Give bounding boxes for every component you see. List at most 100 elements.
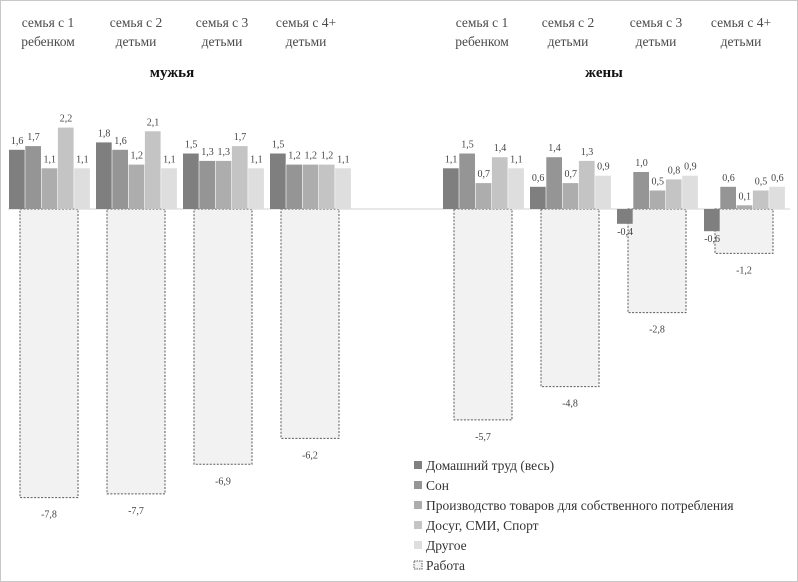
bar-other [248, 168, 264, 209]
category-label-husbands-2: семья с 2 [110, 15, 163, 30]
legend-swatch-work [413, 560, 423, 570]
bar-other [769, 186, 785, 209]
bar-leisure [752, 190, 769, 209]
data-label-leisure: 0,5 [755, 177, 768, 188]
bar-leisure [318, 164, 335, 209]
data-label-sleep: 1,5 [461, 140, 474, 151]
data-label-other: 1,1 [510, 154, 523, 165]
data-label-leisure: 2,1 [147, 117, 160, 128]
data-label-production: 0,7 [478, 169, 491, 180]
data-label-production: 0,1 [739, 191, 752, 202]
bar-domestic [617, 209, 633, 224]
data-label-sleep: 1,4 [548, 143, 561, 154]
bar-domestic [443, 168, 459, 209]
category-label-wives-2: семья с 2 [542, 15, 595, 30]
data-label-domestic: 1,1 [445, 154, 458, 165]
data-label-other: 1,1 [163, 154, 176, 165]
bar-leisure [144, 131, 161, 209]
bar-sleep [25, 146, 41, 209]
bar-production [649, 190, 666, 209]
bar-leisure [578, 160, 595, 209]
category-label-husbands-4: детьми [286, 34, 327, 49]
data-label-domestic: 1,5 [272, 140, 285, 151]
bar-production [475, 183, 492, 209]
legend-swatch-leisure [414, 521, 422, 529]
bar-other [74, 168, 90, 209]
data-label-work: -7,7 [128, 506, 144, 517]
legend-swatch-sleep [414, 481, 422, 489]
data-label-sleep: 1,0 [635, 158, 648, 169]
bar-sleep [286, 164, 302, 209]
bar-work [280, 208, 340, 439]
bar-other [682, 175, 698, 209]
data-label-leisure: 1,4 [494, 143, 507, 154]
data-label-sleep: 1,7 [27, 132, 40, 143]
bar-domestic [9, 149, 25, 209]
bar-work [193, 208, 253, 465]
category-label-wives-4: семья с 4+ [711, 15, 771, 30]
category-label-wives-3: семья с 3 [630, 15, 683, 30]
data-label-sleep: 1,6 [114, 136, 127, 147]
legend-label-sleep: Сон [426, 478, 449, 493]
bar-work [106, 208, 166, 495]
data-label-domestic: -0,6 [704, 234, 720, 245]
bar-work [453, 208, 513, 421]
category-label-husbands-3: детьми [202, 34, 243, 49]
panel-title-husbands: мужья [150, 65, 194, 81]
bar-leisure [57, 127, 74, 209]
data-label-work: -5,7 [475, 432, 491, 443]
data-label-domestic: -0,4 [617, 227, 633, 238]
bar-leisure [491, 157, 508, 209]
data-label-domestic: 1,5 [185, 140, 198, 151]
bar-sleep [546, 157, 562, 209]
bar-production [41, 168, 58, 209]
bar-work [714, 208, 774, 254]
category-label-husbands-1: семья с 1 [22, 15, 75, 30]
data-label-other: 1,1 [250, 154, 263, 165]
data-label-other: 1,1 [76, 154, 89, 165]
bar-other [595, 175, 611, 209]
data-label-leisure: 1,7 [234, 132, 247, 143]
legend-label-other: Другое [426, 538, 467, 553]
data-label-leisure: 2,2 [60, 114, 73, 125]
bar-production [302, 164, 319, 209]
category-label-wives-1: семья с 1 [456, 15, 509, 30]
bar-production [562, 183, 579, 209]
bar-production [215, 160, 232, 209]
legend-label-domestic: Домашний труд (весь) [426, 458, 554, 473]
data-label-work: -6,9 [215, 476, 231, 487]
data-label-other: 0,9 [684, 162, 697, 173]
legend-swatch-production [414, 501, 422, 509]
bar-sleep [633, 172, 649, 209]
bar-domestic [183, 153, 199, 209]
panel-title-wives: жены [585, 65, 623, 81]
bar-work [540, 208, 600, 388]
data-label-work: -6,2 [302, 450, 318, 461]
bar-work [19, 208, 79, 499]
category-label-wives-3: детьми [636, 34, 677, 49]
data-label-work: -1,2 [736, 265, 752, 276]
category-label-wives-4: детьми [721, 34, 762, 49]
bar-other [335, 168, 351, 209]
legend-swatch-domestic [414, 461, 422, 469]
bar-work [627, 208, 687, 314]
bar-other [508, 168, 524, 209]
bar-domestic [530, 186, 546, 209]
bar-domestic [704, 209, 720, 232]
bar-sleep [199, 160, 215, 209]
data-label-domestic: 0,6 [532, 173, 545, 184]
bar-leisure [231, 146, 248, 209]
bar-domestic [270, 153, 286, 209]
data-label-production: 1,2 [131, 151, 144, 162]
bar-other [161, 168, 177, 209]
bar-production [736, 205, 753, 209]
data-label-production: 0,7 [565, 169, 578, 180]
data-label-sleep: 1,2 [288, 151, 301, 162]
legend-label-production: Производство товаров для собственного по… [426, 498, 734, 513]
data-label-production: 1,2 [305, 151, 318, 162]
category-label-wives-1: ребенком [455, 34, 509, 49]
category-label-wives-2: детьми [548, 34, 589, 49]
data-label-leisure: 0,8 [668, 165, 681, 176]
